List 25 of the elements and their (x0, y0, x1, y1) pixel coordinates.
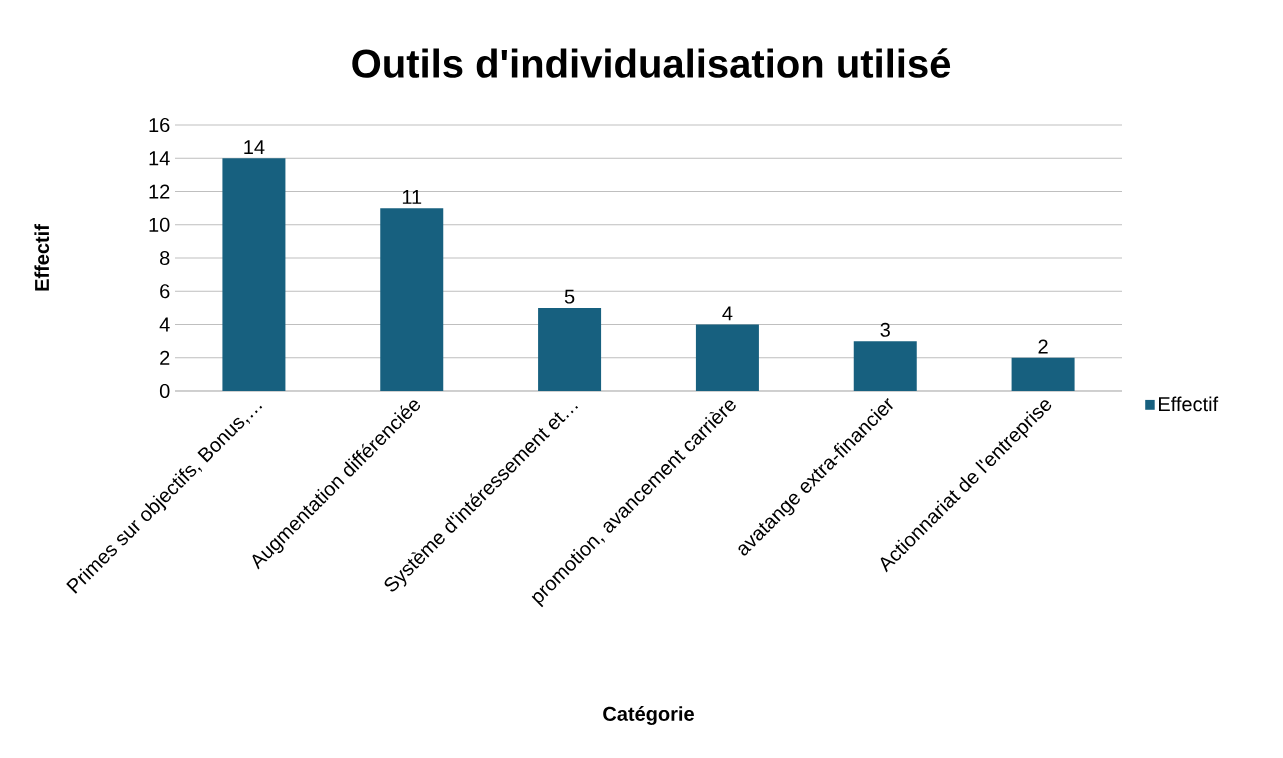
data-label: 5 (564, 289, 575, 304)
bar (695, 324, 759, 391)
chart-title: Outils d'individualisation utilisé (352, 48, 951, 78)
x-axis-title: Catégorie (603, 706, 694, 725)
data-label: 14 (244, 140, 265, 154)
bar (853, 341, 917, 391)
y-tick-label: 2 (160, 350, 170, 365)
y-axis-title: Effectif (34, 224, 50, 291)
data-label: 2 (1038, 339, 1048, 354)
y-tick-label: 8 (160, 250, 170, 266)
y-tick-label: 16 (149, 117, 170, 133)
y-tick-label: 0 (159, 383, 170, 399)
bar (222, 158, 286, 391)
y-tick-label: 12 (149, 184, 170, 199)
data-label: 4 (722, 306, 733, 321)
bar (1011, 357, 1075, 391)
y-tick-label: 6 (160, 284, 170, 299)
legend-label: Effectif (1159, 396, 1219, 412)
data-label: 3 (880, 322, 890, 337)
bar (538, 307, 602, 391)
y-tick-label: 10 (149, 217, 170, 232)
y-tick-label: 4 (159, 317, 170, 332)
bar (380, 208, 444, 391)
y-tick-label: 14 (149, 151, 170, 166)
data-label: 11 (402, 190, 422, 204)
